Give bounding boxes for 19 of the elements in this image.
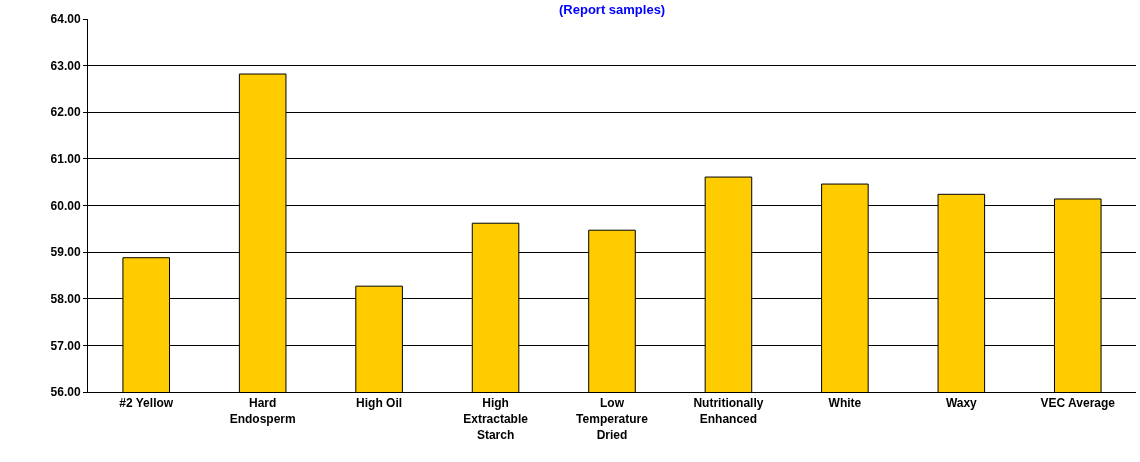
x-tick-label: White <box>828 396 862 411</box>
x-tick-label: Nutritionally Enhanced <box>693 396 764 426</box>
x-tick-label: Low Temperature Dried <box>576 396 649 442</box>
x-tick-label: Waxy <box>945 396 978 411</box>
y-tick-label: 64.00 <box>50 12 81 27</box>
x-tick-label: VEC Average <box>1040 396 1116 411</box>
y-tick-label: 61.00 <box>50 152 81 167</box>
y-tick-label: 58.00 <box>50 291 81 306</box>
y-tick-label: 63.00 <box>50 58 81 73</box>
y-tick-label: 56.00 <box>50 385 81 400</box>
x-tick-label: Hard Endosperm <box>229 396 296 426</box>
y-tick-label: 57.00 <box>50 338 81 353</box>
chart-subtitle: (Report samples) <box>559 2 666 17</box>
x-tick-label: High Oil <box>356 396 403 411</box>
y-tick-label: 62.00 <box>50 105 81 120</box>
x-tick-label: #2 Yellow <box>119 396 174 411</box>
y-tick-label: 60.00 <box>50 198 81 213</box>
x-tick-label: High Extractable Starch <box>463 396 529 442</box>
y-tick-label: 59.00 <box>50 245 81 260</box>
